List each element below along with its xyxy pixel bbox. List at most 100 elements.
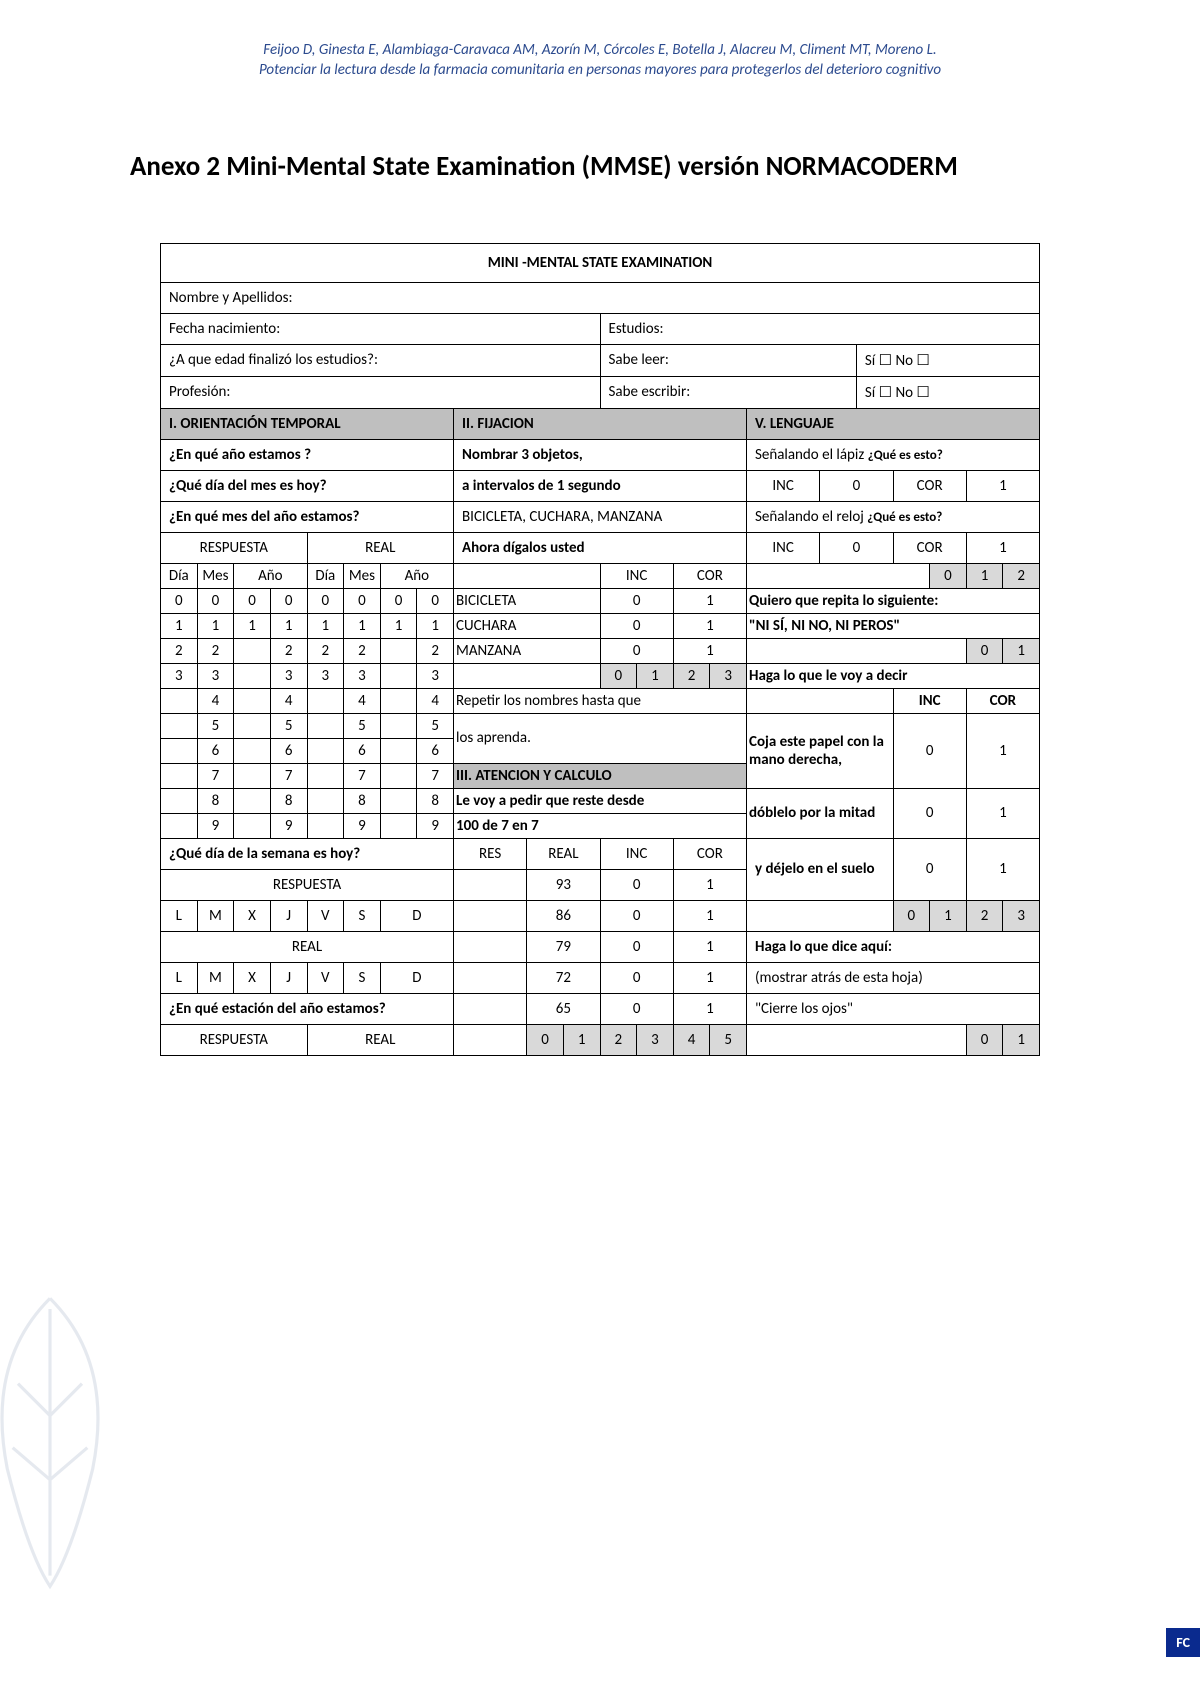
section-2: II. FIJACION bbox=[454, 408, 747, 439]
r1-c5: 1 bbox=[344, 613, 381, 638]
man-1: 1 bbox=[673, 638, 746, 663]
d-S: S bbox=[344, 900, 381, 931]
att-100: 100 de 7 en 7 bbox=[454, 813, 747, 838]
r5-c7: 5 bbox=[417, 713, 454, 738]
r6-c2 bbox=[234, 738, 271, 763]
respuesta-2: RESPUESTA bbox=[161, 869, 454, 900]
r2-c0: 2 bbox=[161, 638, 198, 663]
r3-c7: 3 bbox=[417, 663, 454, 688]
lang-pencil-q: ¿Qué es esto? bbox=[868, 448, 943, 463]
r4-c1: 4 bbox=[197, 688, 234, 713]
real-3: REAL bbox=[307, 1024, 454, 1055]
mmse-form-table: MINI -MENTAL STATE EXAMINATION Nombre y … bbox=[160, 243, 1040, 1056]
sub86-1: 1 bbox=[673, 900, 746, 931]
lang-0123-blank bbox=[747, 900, 894, 931]
r2-c1: 2 bbox=[197, 638, 234, 663]
lang-repeat: Quiero que repita lo siguiente: bbox=[747, 588, 1040, 613]
d2-J: J bbox=[270, 962, 307, 993]
cuc-0: 0 bbox=[600, 613, 673, 638]
learn-text: los aprenda. bbox=[454, 713, 747, 763]
section-3: III. ATENCION Y CALCULO bbox=[454, 763, 747, 788]
r9-c1: 9 bbox=[197, 813, 234, 838]
lang-pencil-text: Señalando el lápiz bbox=[755, 446, 868, 464]
r9-c6 bbox=[380, 813, 417, 838]
hdr-mes-1: Mes bbox=[197, 563, 234, 588]
lang-here: Haga lo que dice aquí: bbox=[747, 931, 1040, 962]
sub-res-2 bbox=[454, 931, 527, 962]
r6-c1: 6 bbox=[197, 738, 234, 763]
r9-c0 bbox=[161, 813, 198, 838]
lang-show: (mostrar atrás de esta hoja) bbox=[747, 962, 1040, 993]
r2-c4: 2 bbox=[307, 638, 344, 663]
r4-c5: 4 bbox=[344, 688, 381, 713]
r0-c6: 0 bbox=[380, 588, 417, 613]
d2-X: X bbox=[234, 962, 271, 993]
r7-c4 bbox=[307, 763, 344, 788]
sub-86: 86 bbox=[527, 900, 600, 931]
phrase-0: 0 bbox=[966, 638, 1003, 663]
sub72-0: 0 bbox=[600, 962, 673, 993]
sub-72: 72 bbox=[527, 962, 600, 993]
sub-s0: 0 bbox=[527, 1024, 564, 1055]
inc-label: INC bbox=[747, 470, 820, 501]
r1-c3: 1 bbox=[270, 613, 307, 638]
d-M: M bbox=[197, 900, 234, 931]
att-inc: INC bbox=[600, 838, 673, 869]
r7-c0 bbox=[161, 763, 198, 788]
cor-label: COR bbox=[893, 470, 966, 501]
inccor-blank bbox=[747, 688, 894, 713]
real-days-hdr: REAL bbox=[161, 931, 454, 962]
header-citation: Feijoo D, Ginesta E, Alambiaga-Caravaca … bbox=[0, 0, 1200, 91]
r1-c6: 1 bbox=[380, 613, 417, 638]
r0-c4: 0 bbox=[307, 588, 344, 613]
sub93-0: 0 bbox=[600, 869, 673, 900]
d-X: X bbox=[234, 900, 271, 931]
r2-c5: 2 bbox=[344, 638, 381, 663]
r4-c2 bbox=[234, 688, 271, 713]
sub-res-1 bbox=[454, 900, 527, 931]
sub86-0: 0 bbox=[600, 900, 673, 931]
sub93-1: 1 bbox=[673, 869, 746, 900]
lang-fold: dóblelo por la mitad bbox=[747, 788, 894, 838]
r9-c4 bbox=[307, 813, 344, 838]
lang-012-blank bbox=[747, 563, 930, 588]
cor-hdr: COR bbox=[673, 563, 746, 588]
item-manzana: MANZANA bbox=[454, 638, 601, 663]
lang-n2: 2 bbox=[1003, 563, 1040, 588]
r0-c3: 0 bbox=[270, 588, 307, 613]
r9-c3: 9 bbox=[270, 813, 307, 838]
r3-c2 bbox=[234, 663, 271, 688]
lang-pencil: Señalando el lápiz ¿Qué es esto? bbox=[747, 439, 1040, 470]
bic-1: 1 bbox=[673, 588, 746, 613]
fold-0: 0 bbox=[893, 788, 966, 838]
d-L: L bbox=[161, 900, 198, 931]
fix-say: Ahora dígalos usted bbox=[454, 532, 747, 563]
sub79-0: 0 bbox=[600, 931, 673, 962]
lang-inc: INC bbox=[893, 688, 966, 713]
close-blank bbox=[747, 1024, 967, 1055]
sub-s3: 3 bbox=[637, 1024, 674, 1055]
r2-c2 bbox=[234, 638, 271, 663]
sub-s5: 5 bbox=[710, 1024, 747, 1055]
cor-1-2: 1 bbox=[966, 532, 1039, 563]
r2-c7: 2 bbox=[417, 638, 454, 663]
inc-hdr: INC bbox=[600, 563, 673, 588]
sub-res-4 bbox=[454, 993, 527, 1024]
r6-c4 bbox=[307, 738, 344, 763]
r1-c1: 1 bbox=[197, 613, 234, 638]
watermark-leaf bbox=[0, 1277, 160, 1597]
r1-c2: 1 bbox=[234, 613, 271, 638]
r8-c3: 8 bbox=[270, 788, 307, 813]
sub-res-0 bbox=[454, 869, 527, 900]
item-cuchara: CUCHARA bbox=[454, 613, 601, 638]
3step-2: 2 bbox=[966, 900, 1003, 931]
r8-c7: 8 bbox=[417, 788, 454, 813]
att-cor: COR bbox=[673, 838, 746, 869]
r5-c0 bbox=[161, 713, 198, 738]
can-read-yesno: Sí ☐ No ☐ bbox=[856, 344, 1039, 376]
lang-take: Coja este papel con la mano derecha, bbox=[747, 713, 894, 788]
r9-c5: 9 bbox=[344, 813, 381, 838]
r9-c2 bbox=[234, 813, 271, 838]
document-title: Anexo 2 Mini-Mental State Examination (M… bbox=[0, 91, 1200, 213]
man-0: 0 bbox=[600, 638, 673, 663]
